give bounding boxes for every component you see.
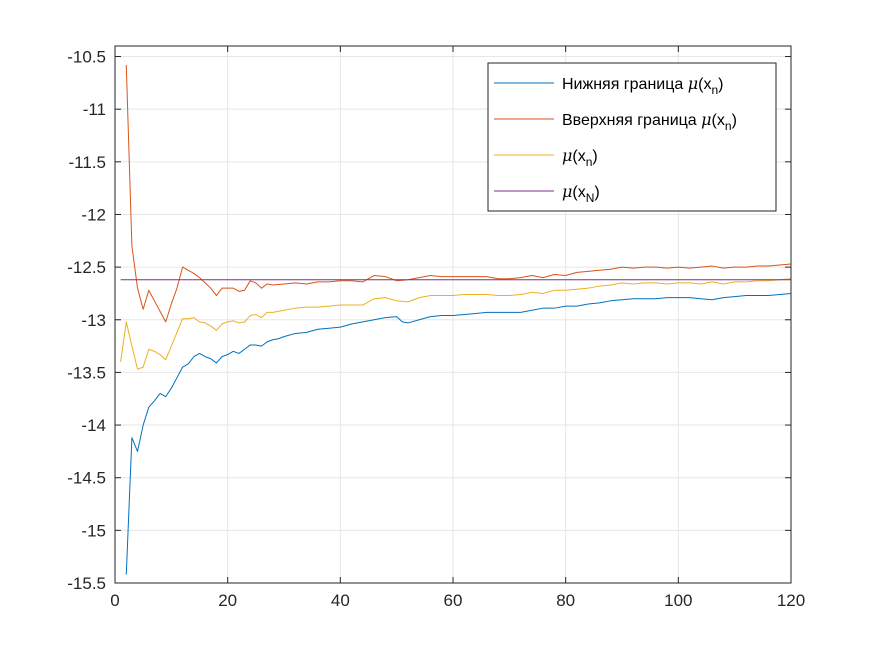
legend-entry-label: μ(xN) — [562, 182, 600, 205]
y-tick-label: -13 — [81, 311, 106, 330]
x-tick-label: 120 — [777, 591, 805, 610]
y-tick-label: -10.5 — [67, 48, 106, 67]
series-line-1 — [125, 292, 792, 575]
legend-entry-label: μ(xn) — [562, 146, 598, 169]
series-line-3 — [120, 278, 792, 370]
axis-ticks: 0 20 40 60 80 100 120 -15.5 -15 -14.5 -14 -13.5 -13 -… — [67, 46, 805, 610]
series-line-2 — [125, 64, 792, 323]
y-tick-label: -13.5 — [67, 363, 106, 382]
y-tick-label: -11.5 — [69, 153, 107, 172]
y-tick-label: -14.5 — [67, 469, 106, 488]
legend-entry-label: Нижняя граница μ(xn) — [562, 74, 723, 97]
y-tick-label: -14 — [81, 416, 106, 435]
x-tick-label: 100 — [664, 591, 692, 610]
x-tick-label: 40 — [331, 591, 350, 610]
legend-entry-label: Вверхняя граница μ(xn) — [562, 110, 737, 133]
y-tick-label: -11 — [83, 100, 106, 119]
x-tick-label: 80 — [556, 591, 575, 610]
y-tick-label: -12.5 — [67, 258, 106, 277]
y-tick-label: -15 — [81, 521, 106, 540]
y-tick-label: -15.5 — [67, 574, 106, 593]
x-tick-label: 0 — [110, 591, 119, 610]
series-lines — [120, 64, 792, 575]
legend: Нижняя граница μ(xn) Вверхняя граница μ(x… — [487, 62, 777, 212]
x-tick-label: 60 — [444, 591, 463, 610]
y-tick-label: -12 — [81, 205, 106, 224]
x-tick-label: 20 — [218, 591, 237, 610]
legend-box — [487, 62, 777, 212]
